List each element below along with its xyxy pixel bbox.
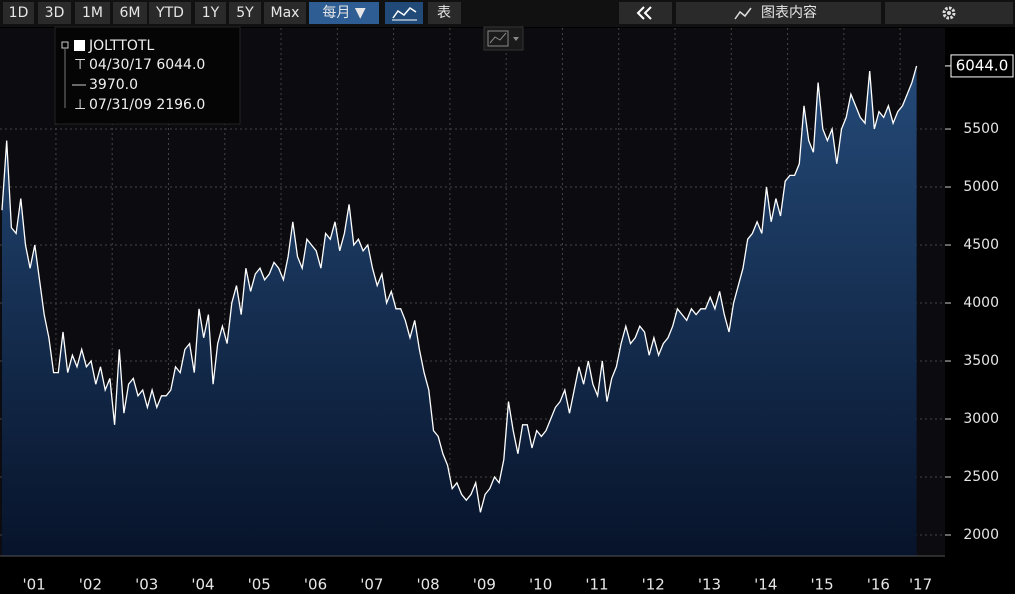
period-label: Max: [271, 5, 300, 21]
legend-name: JOLTTOTL: [88, 38, 154, 54]
y-tick-label: 4500: [963, 237, 999, 253]
x-tick-label: '07: [360, 576, 383, 594]
legend: JOLTTOTL ⊤ 04/30/17 6044.0 3970.0 ⊥ 07/3…: [54, 26, 241, 125]
period-label: 1Y: [202, 5, 220, 21]
period-label: 5Y: [236, 5, 254, 21]
x-tick-label: '06: [304, 576, 327, 594]
collapse-icon: [643, 6, 652, 20]
legend-high: 04/30/17 6044.0: [89, 57, 205, 73]
chart-view-button[interactable]: [385, 2, 423, 24]
period-label: 1M: [82, 5, 103, 21]
mini-chart-arrow: [513, 37, 519, 41]
x-tick-label: '13: [698, 576, 721, 594]
x-tick-label: '09: [473, 576, 496, 594]
plot: 2000 2500 3000 3500 4000 4500 5000 5500 6044.0 '0…: [0, 28, 1014, 594]
period-button[interactable]: [3, 2, 34, 24]
x-tick-label: '02: [79, 576, 102, 594]
gear-center: [947, 11, 951, 15]
toolbar: 1D 3D 1M 6M YTD 1Y 5Y Max 每月 ▼ 表 图表内容: [0, 0, 1015, 27]
mini-chart-bg: [483, 26, 524, 51]
mini-chart-line: [489, 32, 507, 44]
frequency-button[interactable]: [309, 2, 379, 24]
legend-average: 3970.0: [89, 77, 138, 93]
x-tick-label: '05: [248, 576, 271, 594]
x-tick-label: '15: [810, 576, 833, 594]
x-tick-label: '04: [191, 576, 214, 594]
period-label: 1D: [9, 5, 29, 21]
y-tick-label: 5500: [963, 121, 999, 137]
x-tick-label: '03: [135, 576, 158, 594]
period-label: YTD: [155, 5, 184, 21]
y-tick-label: 2000: [963, 527, 999, 543]
x-tick-label: '01: [23, 576, 46, 594]
area: [2, 65, 917, 557]
period-button[interactable]: [195, 2, 226, 24]
last-value-label: 6044.0: [956, 56, 1009, 74]
y-tick-label: 3500: [963, 353, 999, 369]
last-value-box: [950, 54, 1014, 78]
y-tick-label: 2500: [963, 469, 999, 485]
y-tick-label: 3000: [963, 411, 999, 427]
x-tick-label: '08: [416, 576, 439, 594]
x-tick-label: '17: [909, 576, 932, 594]
x-tick-label: '12: [642, 576, 665, 594]
legend-low: 07/31/09 2196.0: [89, 97, 205, 113]
period-button[interactable]: [149, 2, 191, 24]
panel-label: 图表内容: [761, 4, 817, 21]
period-label: 3D: [45, 5, 65, 21]
x-tick-label: '10: [529, 576, 552, 594]
period-label: 6M: [120, 5, 141, 21]
legend-box: [54, 26, 241, 125]
period-button[interactable]: [38, 2, 71, 24]
gear-icon: [942, 6, 956, 20]
legend-swatch: [74, 40, 85, 51]
line: [1, 65, 918, 513]
panel-icon: [734, 7, 752, 20]
period-buttons: 1D 3D 1M 6M YTD 1Y 5Y Max: [3, 2, 306, 24]
period-button[interactable]: [229, 2, 261, 24]
frequency-label: 每月 ▼: [322, 5, 365, 21]
collapse-icon: [636, 6, 645, 20]
x-tick-label: '16: [867, 576, 890, 594]
period-button[interactable]: [113, 2, 147, 24]
y-tick-label: 5000: [963, 179, 999, 195]
y-tick-label: 4000: [963, 295, 999, 311]
period-button[interactable]: [75, 2, 110, 24]
x-tick-label: '11: [585, 576, 608, 594]
legend-low-icon: ⊥: [74, 97, 86, 113]
mini-chart-button[interactable]: [483, 26, 524, 51]
x-tick-label: '14: [754, 576, 777, 594]
mini-chart-frame: [487, 30, 509, 47]
table-label: 表: [437, 5, 451, 21]
legend-high-icon: ⊤: [74, 57, 86, 73]
chart-icon: [392, 7, 417, 19]
panel-button[interactable]: [676, 2, 881, 24]
table-button[interactable]: [428, 2, 461, 24]
period-button[interactable]: [264, 2, 306, 24]
